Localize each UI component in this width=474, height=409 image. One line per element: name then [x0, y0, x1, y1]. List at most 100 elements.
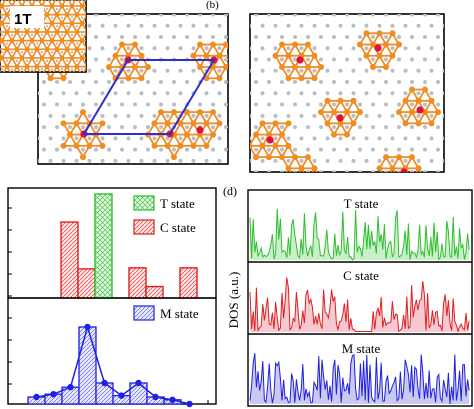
chalcogen-atom	[217, 68, 222, 73]
metal-atom	[350, 97, 357, 104]
chalcogen-atom	[165, 46, 170, 51]
chalcogen-atom	[299, 158, 304, 163]
chalcogen-atom	[100, 136, 105, 141]
chalcogen-atom	[338, 136, 343, 141]
chalcogen-atom	[416, 158, 421, 163]
chalcogen-atom	[48, 91, 53, 96]
chalcogen-atom	[113, 136, 118, 141]
chalcogen-atom	[211, 193, 215, 197]
chalcogen-atom	[273, 68, 278, 73]
lattice-bond	[32, 75, 37, 84]
metal-atom	[266, 154, 272, 161]
metal-atom	[197, 64, 203, 71]
chalcogen-atom	[416, 113, 421, 118]
chalcogen-atom	[70, 50, 74, 54]
chalcogen-atom	[365, 181, 369, 185]
chalcogen-atom	[319, 14, 323, 17]
chalcogen-atom	[165, 23, 170, 28]
chalcogen-atom	[55, 7, 59, 11]
metal-atom	[80, 109, 86, 116]
metal-atom	[125, 75, 132, 82]
chalcogen-atom	[429, 158, 434, 163]
chalcogen-atom	[250, 158, 252, 163]
chalcogen-atom	[456, 181, 460, 185]
chalcogen-atom	[469, 69, 473, 73]
chalcogen-atom	[250, 68, 252, 73]
chalcogen-atom	[449, 193, 453, 197]
metal-atom	[376, 165, 383, 172]
chalcogen-atom	[133, 147, 137, 152]
chalcogen-atom	[29, 148, 33, 152]
chalcogen-atom	[111, 0, 113, 1]
chalcogen-atom	[120, 57, 124, 62]
chalcogen-atom	[68, 193, 72, 197]
metal-atom	[74, 46, 80, 52]
chalcogen-atom	[185, 125, 189, 130]
chalcogen-atom	[358, 14, 362, 17]
chalcogen-atom	[456, 1, 460, 5]
chalcogen-atom	[166, 181, 170, 185]
chalcogen-atom	[332, 80, 336, 85]
metal-atom	[331, 131, 337, 138]
chalcogen-atom	[87, 113, 92, 118]
metal-atom	[64, 29, 70, 35]
chalcogen-atom	[293, 14, 297, 17]
chalcogen-atom	[231, 159, 235, 163]
lattice-bond	[399, 180, 406, 191]
chalcogen-atom	[55, 25, 59, 28]
metal-atom	[370, 64, 376, 71]
chalcogen-atom	[423, 35, 427, 40]
chalcogen-atom	[55, 80, 59, 85]
chalcogen-atom	[306, 193, 310, 197]
chalcogen-atom	[417, 1, 421, 5]
chalcogen-atom	[231, 91, 235, 95]
chalcogen-atom	[152, 46, 157, 51]
inset-label: 1T	[14, 11, 32, 28]
chalcogen-atom	[26, 94, 28, 96]
metal-atom	[357, 41, 363, 48]
dos-label-t: T state	[344, 196, 379, 211]
chalcogen-atom	[94, 57, 98, 62]
chalcogen-atom	[217, 136, 222, 141]
chalcogen-atom	[384, 14, 388, 17]
chalcogen-atom	[42, 80, 46, 85]
chalcogen-atom	[81, 102, 85, 107]
metal-atom	[15, 82, 20, 87]
metal-atom	[20, 90, 25, 95]
lattice-bond	[12, 75, 17, 84]
chalcogen-atom	[85, 60, 86, 62]
metal-atom	[402, 97, 409, 104]
chalcogen-atom	[23, 181, 27, 185]
chalcogen-atom	[87, 68, 92, 73]
chalcogen-atom	[325, 23, 330, 28]
chalcogen-atom	[152, 68, 157, 73]
chalcogen-atom	[192, 181, 196, 185]
chalcogen-atom	[332, 193, 336, 197]
chalcogen-atom	[38, 113, 40, 118]
chalcogen-atom	[237, 170, 241, 174]
chalcogen-atom	[80, 50, 84, 54]
chalcogen-atom	[293, 170, 297, 172]
chalcogen-atom	[313, 204, 317, 208]
chalcogen-atom	[280, 170, 284, 172]
chalcogen-atom	[254, 125, 258, 130]
lattice-bond	[386, 180, 393, 191]
chalcogen-atom	[231, 46, 235, 50]
chalcogen-atom	[462, 35, 466, 39]
metal-atom	[64, 12, 70, 18]
chalcogen-atom	[263, 193, 267, 197]
chalcogen-atom	[254, 35, 258, 40]
metal-atom	[84, 29, 86, 35]
chalcogen-atom	[94, 147, 98, 152]
chalcogen-atom	[377, 91, 382, 96]
chalcogen-atom	[55, 59, 59, 63]
chalcogen-atom	[62, 181, 66, 185]
metal-atom	[390, 188, 396, 194]
chalcogen-atom	[371, 170, 375, 172]
chalcogen-atom	[120, 14, 124, 17]
chalcogen-atom	[267, 193, 271, 197]
chalcogen-atom	[397, 147, 401, 152]
chalcogen-atom	[267, 80, 271, 85]
chalcogen-atom	[390, 113, 395, 118]
chalcogen-atom	[48, 158, 53, 163]
